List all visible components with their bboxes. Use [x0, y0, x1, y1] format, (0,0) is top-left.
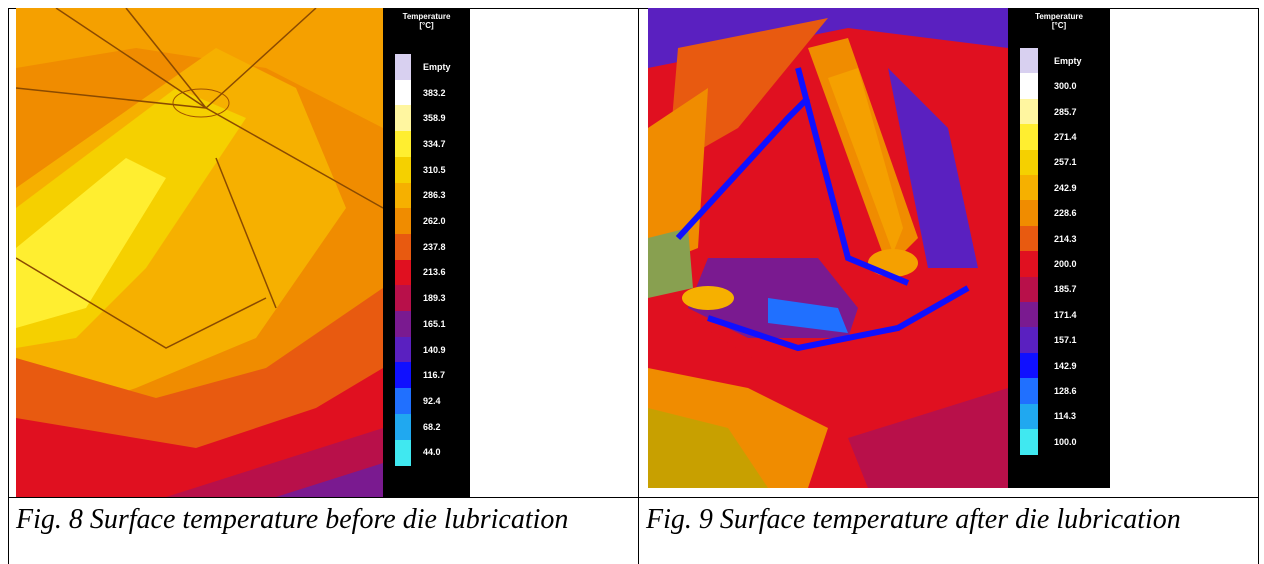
legend-label: 44.0: [423, 447, 441, 458]
legend-label: 237.8: [423, 241, 446, 252]
legend-swatch: [1020, 327, 1038, 354]
legend-swatch: [395, 362, 411, 389]
legend-swatch: [1020, 429, 1038, 455]
legend-label: 116.7: [423, 370, 446, 381]
legend-label: 68.2: [423, 421, 441, 432]
legend-label: 185.7: [1054, 284, 1077, 295]
legend-swatch: [1020, 352, 1038, 379]
legend-swatch: [395, 233, 411, 261]
table-border: [8, 8, 1258, 9]
legend-swatch: [395, 156, 411, 183]
legend-swatch: [1020, 149, 1038, 176]
legend-swatch: [395, 259, 411, 286]
legend-label: 200.0: [1054, 258, 1077, 269]
legend-swatch: [1020, 378, 1038, 405]
legend-swatch: [1020, 251, 1038, 278]
table-border: [8, 8, 9, 564]
color-legend: Temperature [°C] Empty 300.0 285.7 271.4 257…: [1008, 8, 1110, 488]
legend-swatch: [1020, 98, 1038, 125]
legend-swatch: [395, 439, 411, 466]
legend-label: 157.1: [1054, 335, 1077, 346]
legend-label: 114.3: [1054, 411, 1077, 422]
legend-title: Temperature [°C]: [1035, 12, 1083, 30]
legend-label: 165.1: [423, 318, 446, 329]
legend-label: 142.9: [1054, 360, 1077, 371]
legend-label: 334.7: [423, 138, 446, 149]
legend-swatch: [1020, 403, 1038, 430]
legend-swatch: [395, 79, 411, 106]
legend-swatch: [395, 388, 411, 415]
legend-label: 242.9: [1054, 182, 1077, 193]
legend-swatch: [395, 54, 411, 81]
legend-label: 358.9: [423, 113, 446, 124]
table-border: [638, 8, 639, 564]
legend-swatch: [395, 182, 411, 209]
legend-swatch: [395, 285, 411, 312]
legend-swatch: [1020, 124, 1038, 151]
legend-label: 310.5: [423, 164, 446, 175]
legend-title: Temperature [°C]: [402, 12, 451, 30]
legend-label: 271.4: [1054, 131, 1077, 142]
legend-swatch: [1020, 302, 1038, 328]
legend-swatch: [1020, 73, 1038, 100]
legend-label: 128.6: [1054, 385, 1077, 396]
table-border: [8, 497, 1258, 498]
legend-label: 300.0: [1054, 81, 1077, 92]
legend-swatch: [395, 208, 411, 235]
color-legend: Temperature [°C] Empty 383.2 358.9 334.7 310…: [383, 8, 470, 497]
legend-label: Empty: [423, 61, 451, 72]
legend-label: 262.0: [423, 216, 446, 227]
legend-label: 257.1: [1054, 157, 1077, 168]
legend-label: 171.4: [1054, 309, 1077, 320]
legend-label: 213.6: [423, 267, 446, 278]
legend-swatch: [1020, 276, 1038, 303]
legend-label: 189.3: [423, 293, 446, 304]
legend-swatch: [395, 105, 411, 132]
legend-label: 286.3: [423, 190, 446, 201]
legend-label: Empty: [1054, 55, 1082, 66]
legend-swatch: [395, 336, 411, 363]
legend-swatch: [1020, 225, 1038, 252]
legend-label: 92.4: [423, 395, 441, 406]
figure-caption: Fig. 9 Surface temperature after die lub…: [646, 504, 1181, 535]
legend-label: 100.0: [1054, 436, 1077, 447]
legend-label: 285.7: [1054, 106, 1077, 117]
table-border: [1258, 8, 1259, 564]
legend-swatch: [1020, 175, 1038, 201]
legend-swatch: [1020, 200, 1038, 227]
legend-swatch: [395, 413, 411, 440]
simulation-render: [16, 8, 383, 497]
legend-label: 383.2: [423, 87, 446, 98]
legend-label: 228.6: [1054, 208, 1077, 219]
figure-caption: Fig. 8 Surface temperature before die lu…: [16, 504, 569, 535]
legend-label: 214.3: [1054, 233, 1077, 244]
legend-swatch: [1020, 48, 1038, 74]
legend-label: 140.9: [423, 344, 446, 355]
legend-swatch: [395, 311, 411, 338]
legend-swatch: [395, 131, 411, 158]
simulation-render: [648, 8, 1008, 488]
